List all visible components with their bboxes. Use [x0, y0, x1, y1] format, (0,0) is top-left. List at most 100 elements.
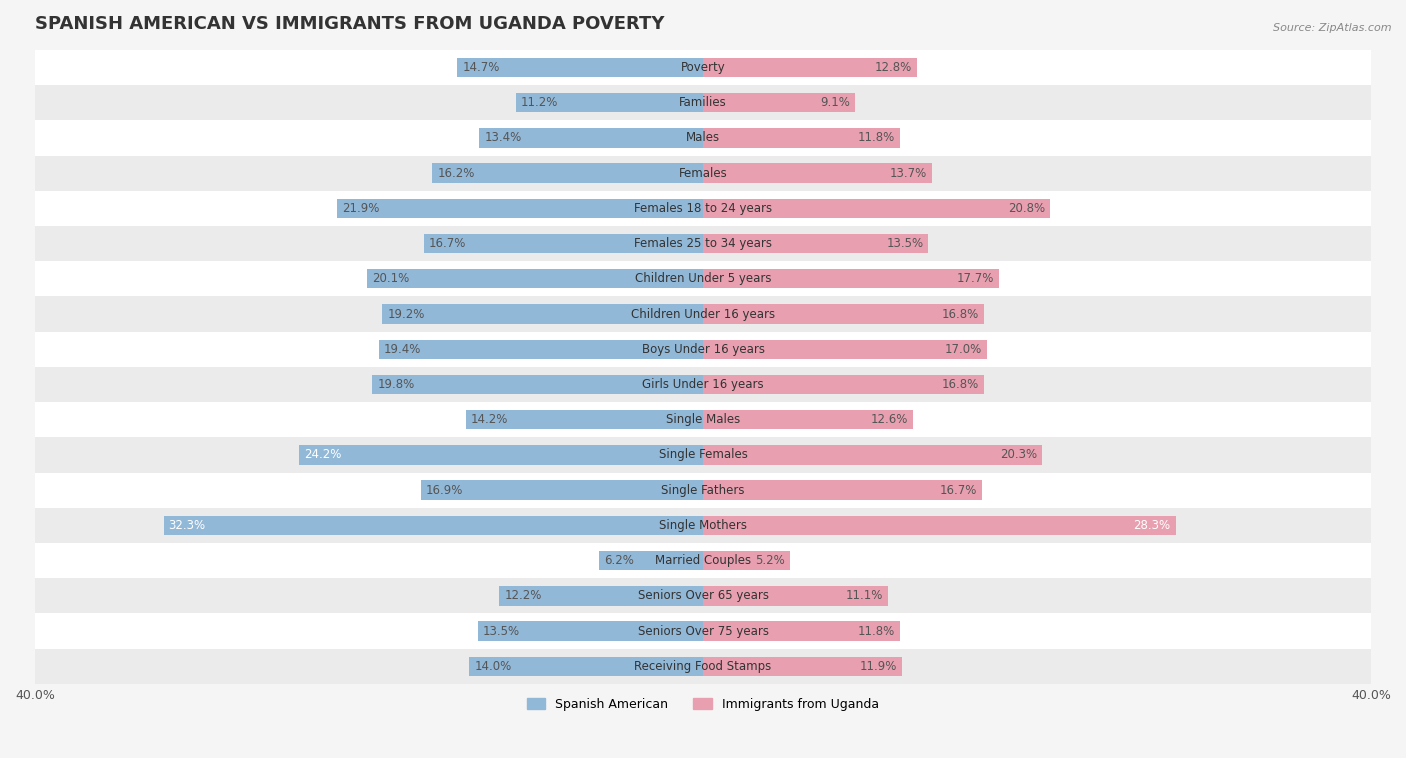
Text: 9.1%: 9.1%: [820, 96, 851, 109]
Bar: [703, 481, 981, 500]
Text: 13.4%: 13.4%: [484, 131, 522, 145]
Text: 20.8%: 20.8%: [1008, 202, 1046, 215]
Bar: [703, 93, 855, 112]
Text: 12.6%: 12.6%: [872, 413, 908, 426]
Text: Females: Females: [679, 167, 727, 180]
Text: 16.9%: 16.9%: [426, 484, 463, 496]
Bar: [382, 305, 703, 324]
Text: 11.1%: 11.1%: [846, 589, 883, 603]
Text: Males: Males: [686, 131, 720, 145]
Text: Seniors Over 75 years: Seniors Over 75 years: [637, 625, 769, 637]
Bar: [703, 234, 928, 253]
Text: 16.7%: 16.7%: [429, 237, 467, 250]
Text: 11.8%: 11.8%: [858, 625, 896, 637]
Text: Children Under 5 years: Children Under 5 years: [634, 272, 772, 285]
Text: 16.2%: 16.2%: [437, 167, 475, 180]
Text: 19.8%: 19.8%: [377, 378, 415, 391]
Bar: [425, 234, 703, 253]
Bar: [35, 155, 1371, 191]
Text: 24.2%: 24.2%: [304, 449, 342, 462]
Bar: [35, 613, 1371, 649]
Text: 14.7%: 14.7%: [463, 61, 501, 74]
Text: Poverty: Poverty: [681, 61, 725, 74]
Text: 11.8%: 11.8%: [858, 131, 896, 145]
Bar: [703, 586, 889, 606]
Bar: [703, 622, 900, 641]
Bar: [479, 128, 703, 148]
Bar: [516, 93, 703, 112]
Bar: [703, 269, 998, 289]
Bar: [299, 445, 703, 465]
Bar: [373, 374, 703, 394]
Text: 21.9%: 21.9%: [342, 202, 380, 215]
Text: 20.3%: 20.3%: [1000, 449, 1038, 462]
Text: Females 25 to 34 years: Females 25 to 34 years: [634, 237, 772, 250]
Bar: [703, 128, 900, 148]
Text: Married Couples: Married Couples: [655, 554, 751, 567]
Bar: [35, 262, 1371, 296]
Bar: [35, 472, 1371, 508]
Bar: [703, 445, 1042, 465]
Text: Seniors Over 65 years: Seniors Over 65 years: [637, 589, 769, 603]
Bar: [35, 402, 1371, 437]
Text: Females 18 to 24 years: Females 18 to 24 years: [634, 202, 772, 215]
Text: Children Under 16 years: Children Under 16 years: [631, 308, 775, 321]
Bar: [35, 437, 1371, 472]
Text: 16.8%: 16.8%: [942, 308, 979, 321]
Bar: [703, 656, 901, 676]
Text: 20.1%: 20.1%: [373, 272, 409, 285]
Bar: [420, 481, 703, 500]
Bar: [703, 164, 932, 183]
Text: 17.0%: 17.0%: [945, 343, 981, 356]
Bar: [433, 164, 703, 183]
Text: SPANISH AMERICAN VS IMMIGRANTS FROM UGANDA POVERTY: SPANISH AMERICAN VS IMMIGRANTS FROM UGAN…: [35, 15, 665, 33]
Bar: [35, 50, 1371, 85]
Bar: [457, 58, 703, 77]
Text: 6.2%: 6.2%: [605, 554, 634, 567]
Bar: [470, 656, 703, 676]
Bar: [380, 340, 703, 359]
Legend: Spanish American, Immigrants from Uganda: Spanish American, Immigrants from Uganda: [522, 693, 884, 716]
Text: 11.2%: 11.2%: [522, 96, 558, 109]
Text: 32.3%: 32.3%: [169, 519, 205, 532]
Bar: [35, 332, 1371, 367]
Text: Single Fathers: Single Fathers: [661, 484, 745, 496]
Text: 12.8%: 12.8%: [875, 61, 911, 74]
Bar: [703, 305, 984, 324]
Text: 12.2%: 12.2%: [505, 589, 541, 603]
Text: Single Females: Single Females: [658, 449, 748, 462]
Bar: [703, 199, 1050, 218]
Text: Single Males: Single Males: [666, 413, 740, 426]
Text: 13.5%: 13.5%: [482, 625, 520, 637]
Text: 19.2%: 19.2%: [387, 308, 425, 321]
Text: Boys Under 16 years: Boys Under 16 years: [641, 343, 765, 356]
Bar: [35, 121, 1371, 155]
Bar: [499, 586, 703, 606]
Text: 14.0%: 14.0%: [474, 659, 512, 673]
Text: 13.7%: 13.7%: [890, 167, 927, 180]
Bar: [599, 551, 703, 570]
Bar: [703, 374, 984, 394]
Bar: [703, 340, 987, 359]
Bar: [163, 515, 703, 535]
Text: 5.2%: 5.2%: [755, 554, 785, 567]
Bar: [35, 191, 1371, 226]
Bar: [35, 226, 1371, 262]
Bar: [703, 58, 917, 77]
Text: 11.9%: 11.9%: [859, 659, 897, 673]
Text: 16.8%: 16.8%: [942, 378, 979, 391]
Bar: [367, 269, 703, 289]
Bar: [35, 508, 1371, 543]
Text: 14.2%: 14.2%: [471, 413, 508, 426]
Bar: [35, 649, 1371, 684]
Bar: [35, 543, 1371, 578]
Bar: [35, 85, 1371, 121]
Bar: [478, 622, 703, 641]
Text: 16.7%: 16.7%: [939, 484, 977, 496]
Text: Source: ZipAtlas.com: Source: ZipAtlas.com: [1274, 23, 1392, 33]
Text: Families: Families: [679, 96, 727, 109]
Text: 13.5%: 13.5%: [886, 237, 924, 250]
Text: 19.4%: 19.4%: [384, 343, 422, 356]
Bar: [35, 296, 1371, 332]
Text: 17.7%: 17.7%: [956, 272, 994, 285]
